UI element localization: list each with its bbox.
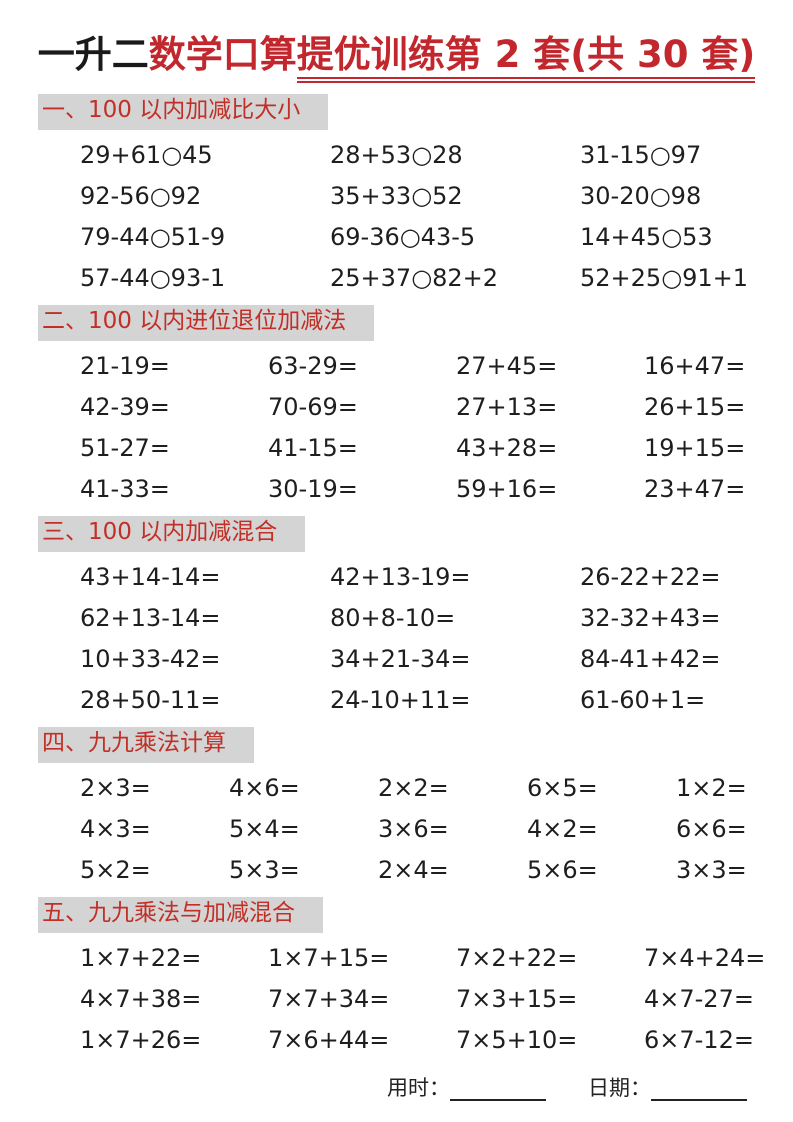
problem-cell: 27+45=: [456, 352, 558, 381]
problem-grid: 21-19= 63-29= 27+45= 16+47= 42-39= 70-69= 27+1…: [38, 346, 793, 510]
problem-cell: 29+61○45: [80, 141, 213, 170]
problem-cell: 2×4=: [378, 856, 449, 885]
problem-cell: 26-22+22=: [580, 563, 721, 592]
section-header: 二、100 以内进位退位加减法: [38, 304, 375, 341]
problem-cell: 84-41+42=: [580, 645, 721, 674]
problem-cell: 4×7-27=: [644, 985, 754, 1014]
problem-cell: 7×3+15=: [456, 985, 578, 1014]
problem-cell: 30-19=: [268, 475, 358, 504]
problem-cell: 59+16=: [456, 475, 558, 504]
problem-cell: 1×7+26=: [80, 1026, 202, 1055]
problem-cell: 10+33-42=: [80, 645, 221, 674]
problem-cell: 24-10+11=: [330, 686, 471, 715]
problem-cell: 25+37○82+2: [330, 264, 499, 293]
problem-cell: 7×4+24=: [644, 944, 766, 973]
section-comparison: 一、100 以内加减比大小 29+61○45 28+53○28 31-15○97 92…: [38, 93, 793, 299]
problem-cell: 4×6=: [229, 774, 300, 803]
problem-cell: 2×3=: [80, 774, 151, 803]
problem-cell: 14+45○53: [580, 223, 713, 252]
problem-cell: 26+15=: [644, 393, 746, 422]
problem-cell: 5×3=: [229, 856, 300, 885]
problem-cell: 1×7+15=: [268, 944, 390, 973]
time-used-label: 用时：: [387, 1075, 450, 1100]
problem-cell: 4×2=: [527, 815, 598, 844]
problem-cell: 3×3=: [676, 856, 747, 885]
time-used-blank-line: [450, 1075, 546, 1101]
problem-cell: 57-44○93-1: [80, 264, 226, 293]
problem-cell: 7×7+34=: [268, 985, 390, 1014]
date-label: 日期：: [588, 1075, 651, 1100]
problem-cell: 3×6=: [378, 815, 449, 844]
problem-cell: 62+13-14=: [80, 604, 221, 633]
problem-cell: 43+14-14=: [80, 563, 221, 592]
problem-cell: 4×3=: [80, 815, 151, 844]
section-mult-add-sub-mixed: 五、九九乘法与加减混合 1×7+22= 1×7+15= 7×2+22= 7×4+24=…: [38, 896, 793, 1061]
problem-grid: 2×3= 4×6= 2×2= 6×5= 1×2= 4×3= 5×4= 3×6= 4×2= 6×6=…: [38, 768, 793, 891]
problem-cell: 79-44○51-9: [80, 223, 226, 252]
problem-cell: 80+8-10=: [330, 604, 456, 633]
problem-cell: 42-39=: [80, 393, 170, 422]
section-mixed-add-sub: 三、100 以内加减混合 43+14-14= 42+13-19= 26-22+22=…: [38, 515, 793, 721]
problem-cell: 41-15=: [268, 434, 358, 463]
problem-cell: 61-60+1=: [580, 686, 706, 715]
problem-cell: 27+13=: [456, 393, 558, 422]
problem-cell: 6×5=: [527, 774, 598, 803]
problem-cell: 5×2=: [80, 856, 151, 885]
problem-cell: 43+28=: [456, 434, 558, 463]
problem-cell: 31-15○97: [580, 141, 702, 170]
section-header: 三、100 以内加减混合: [38, 515, 306, 552]
page-title: 一升二数学口算提优训练第 2 套(共 30 套): [20, 30, 773, 83]
problem-grid: 1×7+22= 1×7+15= 7×2+22= 7×4+24= 4×7+38= 7×7+3…: [38, 938, 793, 1061]
problem-cell: 69-36○43-5: [330, 223, 476, 252]
problem-cell: 28+53○28: [330, 141, 463, 170]
problem-cell: 35+33○52: [330, 182, 463, 211]
date-blank-line: [651, 1075, 747, 1101]
problem-cell: 23+47=: [644, 475, 746, 504]
problem-grid: 29+61○45 28+53○28 31-15○97 92-56○92 35+33○52…: [38, 135, 793, 299]
problem-cell: 70-69=: [268, 393, 358, 422]
problem-cell: 28+50-11=: [80, 686, 221, 715]
problem-cell: 7×6+44=: [268, 1026, 390, 1055]
problem-cell: 41-33=: [80, 475, 170, 504]
section-header: 五、九九乘法与加减混合: [38, 896, 323, 933]
problem-cell: 1×2=: [676, 774, 747, 803]
problem-cell: 5×6=: [527, 856, 598, 885]
problem-cell: 6×7-12=: [644, 1026, 754, 1055]
problem-grid: 43+14-14= 42+13-19= 26-22+22= 62+13-14= 80+8…: [38, 557, 793, 721]
footer: 用时： 日期：: [0, 1075, 793, 1101]
problem-cell: 19+15=: [644, 434, 746, 463]
problem-cell: 21-19=: [80, 352, 170, 381]
section-carry-borrow: 二、100 以内进位退位加减法 21-19= 63-29= 27+45= 16+47=…: [38, 304, 793, 510]
problem-cell: 16+47=: [644, 352, 746, 381]
problem-cell: 63-29=: [268, 352, 358, 381]
problem-cell: 34+21-34=: [330, 645, 471, 674]
problem-cell: 5×4=: [229, 815, 300, 844]
problem-cell: 42+13-19=: [330, 563, 471, 592]
section-header: 一、100 以内加减比大小: [38, 93, 329, 130]
title-subject-part: 数学口算: [148, 33, 297, 76]
problem-cell: 51-27=: [80, 434, 170, 463]
problem-cell: 52+25○91+1: [580, 264, 749, 293]
problem-cell: 7×5+10=: [456, 1026, 578, 1055]
section-header: 四、九九乘法计算: [38, 726, 254, 763]
title-grade-part: 一升二: [37, 33, 149, 76]
problem-cell: 4×7+38=: [80, 985, 202, 1014]
problem-cell: 1×7+22=: [80, 944, 202, 973]
problem-cell: 7×2+22=: [456, 944, 578, 973]
section-multiplication: 四、九九乘法计算 2×3= 4×6= 2×2= 6×5= 1×2= 4×3= 5×4= 3×6…: [38, 726, 793, 891]
problem-cell: 32-32+43=: [580, 604, 721, 633]
problem-cell: 30-20○98: [580, 182, 702, 211]
title-set-number-part: 提优训练第 2 套(共 30 套): [296, 33, 756, 83]
problem-cell: 92-56○92: [80, 182, 202, 211]
problem-cell: 2×2=: [378, 774, 449, 803]
problem-cell: 6×6=: [676, 815, 747, 844]
